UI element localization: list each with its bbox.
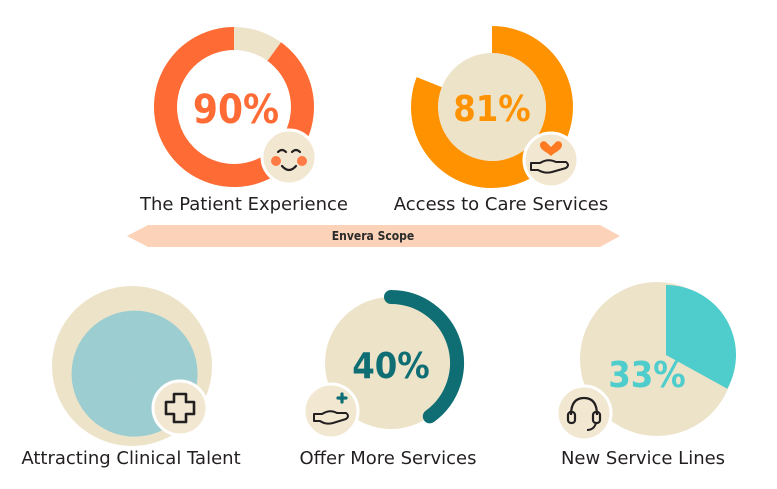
value-arc-offer-more-services [384, 290, 464, 424]
track-offer-more-services [325, 297, 457, 429]
value-label-patient-experience: 90% [193, 87, 279, 133]
value-label-clinical-talent: 62% [93, 350, 171, 391]
chart-new-service-lines: 33% [555, 282, 736, 442]
medical-cross-icon [151, 379, 209, 437]
value-label-new-service-lines: 33% [608, 355, 686, 396]
label-access-to-care: Access to Care Services [393, 194, 609, 215]
heart-hand-icon [522, 131, 580, 189]
smiley-face-icon [260, 128, 318, 186]
chart-patient-experience: 90% [154, 27, 318, 188]
inner-disc-access-to-care [438, 53, 546, 161]
chart-access-to-care: 81% [411, 26, 580, 189]
value-label-access-to-care: 81% [453, 89, 531, 130]
label-patient-experience: The Patient Experience [140, 194, 348, 215]
headset-icon [555, 384, 613, 442]
value-label-offer-more-services: 40% [352, 346, 430, 387]
label-new-service-lines: New Service Lines [560, 448, 726, 469]
envera-scope-label: Envera Scope [332, 229, 414, 243]
chart-offer-more-services: 40% [302, 290, 464, 440]
plus-hand-icon [302, 382, 360, 440]
label-offer-more-services: Offer More Services [299, 448, 477, 469]
label-clinical-talent: Attracting Clinical Talent [21, 448, 241, 469]
envera-scope-arrow: Envera Scope [127, 225, 620, 247]
value-slice-new-service-lines [666, 285, 736, 389]
donut-hole-patient-experience [177, 50, 291, 164]
chart-clinical-talent: 62% [52, 286, 212, 446]
